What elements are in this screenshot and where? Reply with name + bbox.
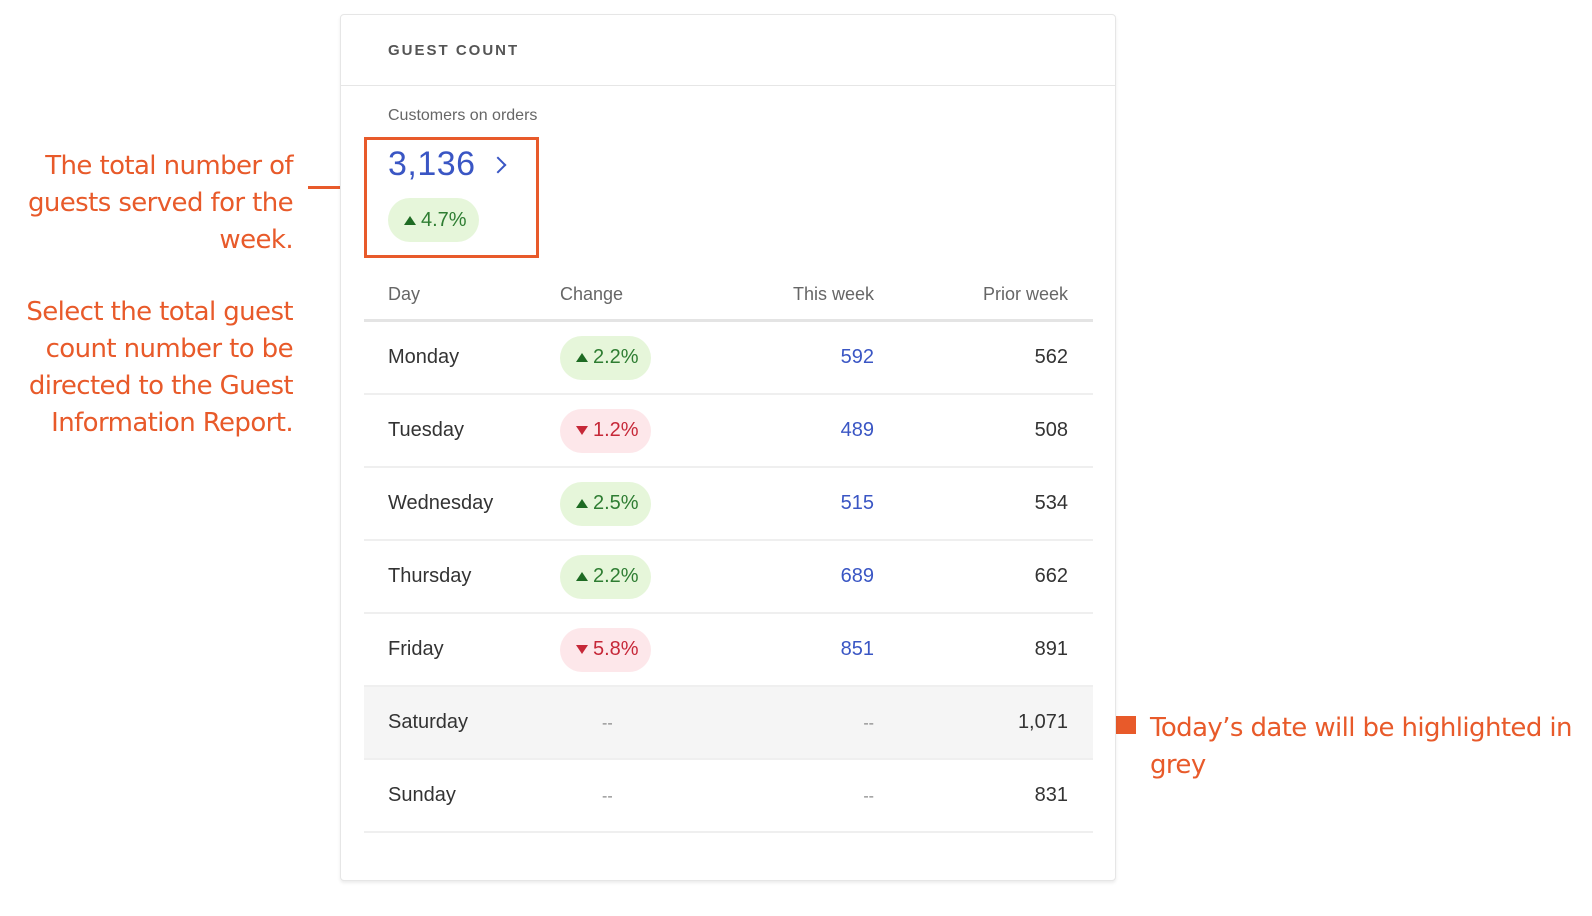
- this-week-cell[interactable]: 689: [840, 565, 874, 587]
- column-header-prior-week: Prior week: [982, 284, 1068, 304]
- card-header: GUEST COUNT: [341, 15, 1115, 86]
- change-value: 5.8%: [593, 638, 639, 660]
- prior-week-cell: 891: [1034, 638, 1068, 660]
- prior-week-cell: 508: [1034, 419, 1068, 441]
- day-cell: Monday: [388, 346, 460, 368]
- arrow-down-icon: [576, 426, 588, 435]
- arrow-up-icon: [404, 215, 416, 225]
- table-row-tuesday: Tuesday 1.2% 489 508: [364, 395, 1093, 468]
- this-week-cell[interactable]: 851: [840, 638, 874, 660]
- prior-week-cell: 562: [1034, 346, 1068, 368]
- arrow-up-icon: [576, 353, 588, 362]
- change-badge: 2.2%: [560, 554, 651, 599]
- prior-week-cell: 534: [1034, 492, 1068, 514]
- day-cell: Saturday: [388, 711, 469, 733]
- change-badge: 5.8%: [560, 627, 651, 672]
- day-cell: Thursday: [388, 565, 472, 587]
- this-week-cell[interactable]: 489: [840, 419, 874, 441]
- card-title: GUEST COUNT: [388, 41, 520, 59]
- day-cell: Wednesday: [388, 492, 494, 514]
- prior-week-cell: 1,071: [1017, 711, 1068, 733]
- annotation-today-highlight: Today’s date will be highlighted in grey: [1150, 713, 1573, 780]
- total-guest-count[interactable]: 3,136: [388, 145, 476, 183]
- table-row-monday: Monday 2.2% 592 562: [364, 322, 1093, 395]
- change-empty: --: [602, 715, 613, 732]
- table-row-sunday: Sunday -- -- 831: [364, 760, 1093, 833]
- table-header: Day Change This week Prior week: [364, 270, 1093, 322]
- guest-count-table: Day Change This week Prior week Monday 2…: [364, 270, 1093, 833]
- change-badge: 2.2%: [560, 335, 651, 380]
- change-badge: 1.2%: [560, 408, 651, 453]
- change-value: 2.2%: [593, 346, 639, 368]
- this-week-empty: --: [863, 788, 874, 805]
- total-change-value: 4.7%: [421, 208, 467, 231]
- annotation-total-guests: The total number of guests served for th…: [28, 151, 294, 255]
- prior-week-cell: 662: [1034, 565, 1068, 587]
- change-value: 2.2%: [593, 565, 639, 587]
- table-row-saturday-today: Saturday -- -- 1,071: [364, 687, 1093, 760]
- this-week-cell[interactable]: 515: [840, 492, 874, 514]
- arrow-up-icon: [576, 499, 588, 508]
- this-week-cell[interactable]: 592: [840, 346, 874, 368]
- column-header-day: Day: [388, 284, 421, 304]
- total-guest-count-link[interactable]: 3,136: [388, 145, 507, 184]
- annotation-connector-line: [308, 186, 365, 189]
- change-value: 2.5%: [593, 492, 639, 514]
- column-header-change: Change: [560, 284, 624, 304]
- table-row-friday: Friday 5.8% 851 891: [364, 614, 1093, 687]
- table-row-wednesday: Wednesday 2.5% 515 534: [364, 468, 1093, 541]
- annotation-select-total: Select the total guest count number to b…: [26, 297, 293, 438]
- day-cell: Friday: [388, 638, 444, 660]
- total-change-badge: 4.7%: [388, 198, 479, 242]
- change-value: 1.2%: [593, 419, 639, 441]
- chevron-right-icon[interactable]: [489, 156, 507, 173]
- arrow-up-icon: [576, 572, 588, 581]
- this-week-empty: --: [863, 715, 874, 732]
- day-cell: Tuesday: [388, 419, 464, 441]
- day-cell: Sunday: [388, 784, 456, 806]
- arrow-down-icon: [576, 645, 588, 654]
- change-badge: 2.5%: [560, 481, 651, 526]
- card-subtitle: Customers on orders: [388, 107, 538, 124]
- change-empty: --: [602, 788, 613, 805]
- guest-count-card: GUEST COUNT Customers on orders 3,136 4.…: [340, 14, 1116, 881]
- column-header-this-week: This week: [792, 284, 874, 304]
- prior-week-cell: 831: [1034, 784, 1068, 806]
- table-row-thursday: Thursday 2.2% 689 662: [364, 541, 1093, 614]
